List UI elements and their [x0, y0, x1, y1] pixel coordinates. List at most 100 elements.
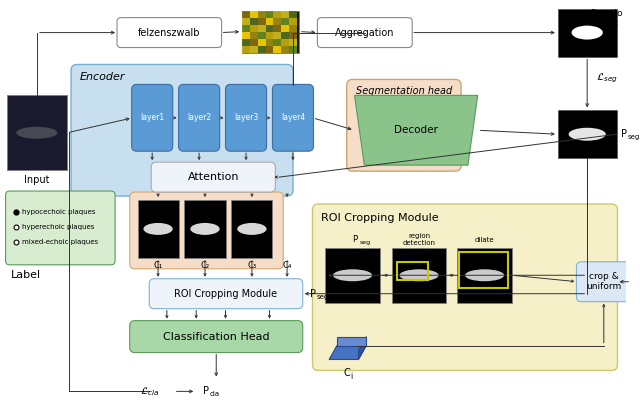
- FancyBboxPatch shape: [347, 79, 461, 171]
- Text: Classification Head: Classification Head: [163, 332, 269, 342]
- Text: i: i: [351, 372, 353, 381]
- Text: P: P: [353, 235, 358, 244]
- Bar: [250, 38, 258, 45]
- Text: P: P: [203, 387, 209, 396]
- Text: seg: seg: [316, 294, 329, 300]
- Text: dilate: dilate: [475, 237, 494, 243]
- Bar: [266, 38, 273, 45]
- FancyBboxPatch shape: [577, 262, 632, 301]
- Bar: [457, 248, 512, 303]
- Ellipse shape: [465, 269, 504, 281]
- Bar: [258, 18, 266, 25]
- Text: C₁: C₁: [154, 261, 163, 270]
- Bar: [289, 31, 297, 38]
- Ellipse shape: [333, 269, 372, 281]
- Bar: [242, 18, 250, 25]
- Text: crop &
uniform: crop & uniform: [587, 272, 622, 292]
- FancyBboxPatch shape: [151, 162, 275, 192]
- Bar: [459, 252, 508, 288]
- Bar: [242, 45, 250, 52]
- Bar: [184, 200, 225, 258]
- Text: cla: cla: [210, 392, 220, 397]
- Bar: [273, 18, 281, 25]
- Text: P: P: [621, 129, 627, 139]
- Text: hyperechoic plaques: hyperechoic plaques: [22, 224, 95, 230]
- Text: layer2: layer2: [187, 113, 211, 122]
- Ellipse shape: [572, 26, 603, 40]
- Bar: [281, 38, 289, 45]
- Bar: [250, 45, 258, 52]
- FancyBboxPatch shape: [130, 320, 303, 353]
- Text: hypocechoic plaques: hypocechoic plaques: [22, 209, 96, 215]
- Text: Decoder: Decoder: [394, 125, 438, 135]
- Text: felzenszwalb: felzenszwalb: [138, 28, 200, 38]
- Text: Pseudo
Mask: Pseudo Mask: [591, 9, 623, 28]
- Bar: [289, 45, 297, 52]
- Bar: [289, 38, 297, 45]
- Bar: [397, 262, 428, 280]
- Bar: [258, 38, 266, 45]
- Text: $\mathcal{L}_{cla}$: $\mathcal{L}_{cla}$: [140, 385, 159, 398]
- Text: Segmentation head: Segmentation head: [356, 86, 452, 96]
- Ellipse shape: [237, 223, 267, 235]
- Bar: [266, 11, 273, 18]
- Bar: [558, 110, 616, 158]
- FancyBboxPatch shape: [132, 84, 173, 151]
- Text: C: C: [344, 368, 351, 378]
- Bar: [273, 45, 281, 52]
- FancyBboxPatch shape: [179, 84, 220, 151]
- Bar: [258, 11, 266, 18]
- Text: Encoder: Encoder: [80, 72, 125, 83]
- Bar: [273, 31, 281, 38]
- Bar: [266, 18, 273, 25]
- Bar: [250, 25, 258, 31]
- Ellipse shape: [190, 223, 220, 235]
- Bar: [258, 45, 266, 52]
- Text: layer1: layer1: [140, 113, 164, 122]
- Text: Input: Input: [24, 175, 50, 185]
- Ellipse shape: [143, 223, 173, 235]
- FancyBboxPatch shape: [312, 204, 618, 370]
- Text: C₂: C₂: [200, 261, 209, 270]
- Polygon shape: [337, 337, 366, 346]
- Bar: [242, 11, 250, 18]
- Ellipse shape: [568, 128, 605, 141]
- Text: $\mathcal{L}_{seg}$: $\mathcal{L}_{seg}$: [596, 72, 618, 85]
- FancyBboxPatch shape: [317, 18, 412, 47]
- Polygon shape: [355, 95, 477, 165]
- Bar: [281, 11, 289, 18]
- Text: Aggregation: Aggregation: [335, 28, 394, 38]
- Bar: [281, 31, 289, 38]
- Text: seg: seg: [627, 134, 639, 140]
- Ellipse shape: [399, 269, 438, 281]
- Bar: [242, 38, 250, 45]
- Bar: [325, 248, 380, 303]
- Bar: [242, 11, 299, 52]
- Bar: [281, 18, 289, 25]
- Text: layer4: layer4: [281, 113, 305, 122]
- Text: region
detection: region detection: [403, 233, 436, 247]
- Text: Label: Label: [10, 270, 40, 280]
- Bar: [281, 25, 289, 31]
- Text: ROI Cropping Module: ROI Cropping Module: [175, 289, 278, 299]
- Bar: [250, 11, 258, 18]
- FancyBboxPatch shape: [273, 84, 314, 151]
- Bar: [250, 18, 258, 25]
- Bar: [242, 25, 250, 31]
- Polygon shape: [329, 346, 366, 359]
- Bar: [6, 95, 67, 170]
- Bar: [266, 45, 273, 52]
- Text: C₄: C₄: [282, 261, 292, 270]
- Bar: [273, 25, 281, 31]
- FancyBboxPatch shape: [130, 192, 283, 269]
- Bar: [258, 31, 266, 38]
- Text: seg: seg: [360, 240, 371, 245]
- Bar: [273, 38, 281, 45]
- FancyBboxPatch shape: [6, 191, 115, 265]
- Bar: [232, 200, 273, 258]
- Bar: [138, 200, 179, 258]
- Text: ROI Cropping Module: ROI Cropping Module: [321, 213, 439, 223]
- Text: P: P: [310, 289, 316, 299]
- Bar: [289, 18, 297, 25]
- Bar: [266, 25, 273, 31]
